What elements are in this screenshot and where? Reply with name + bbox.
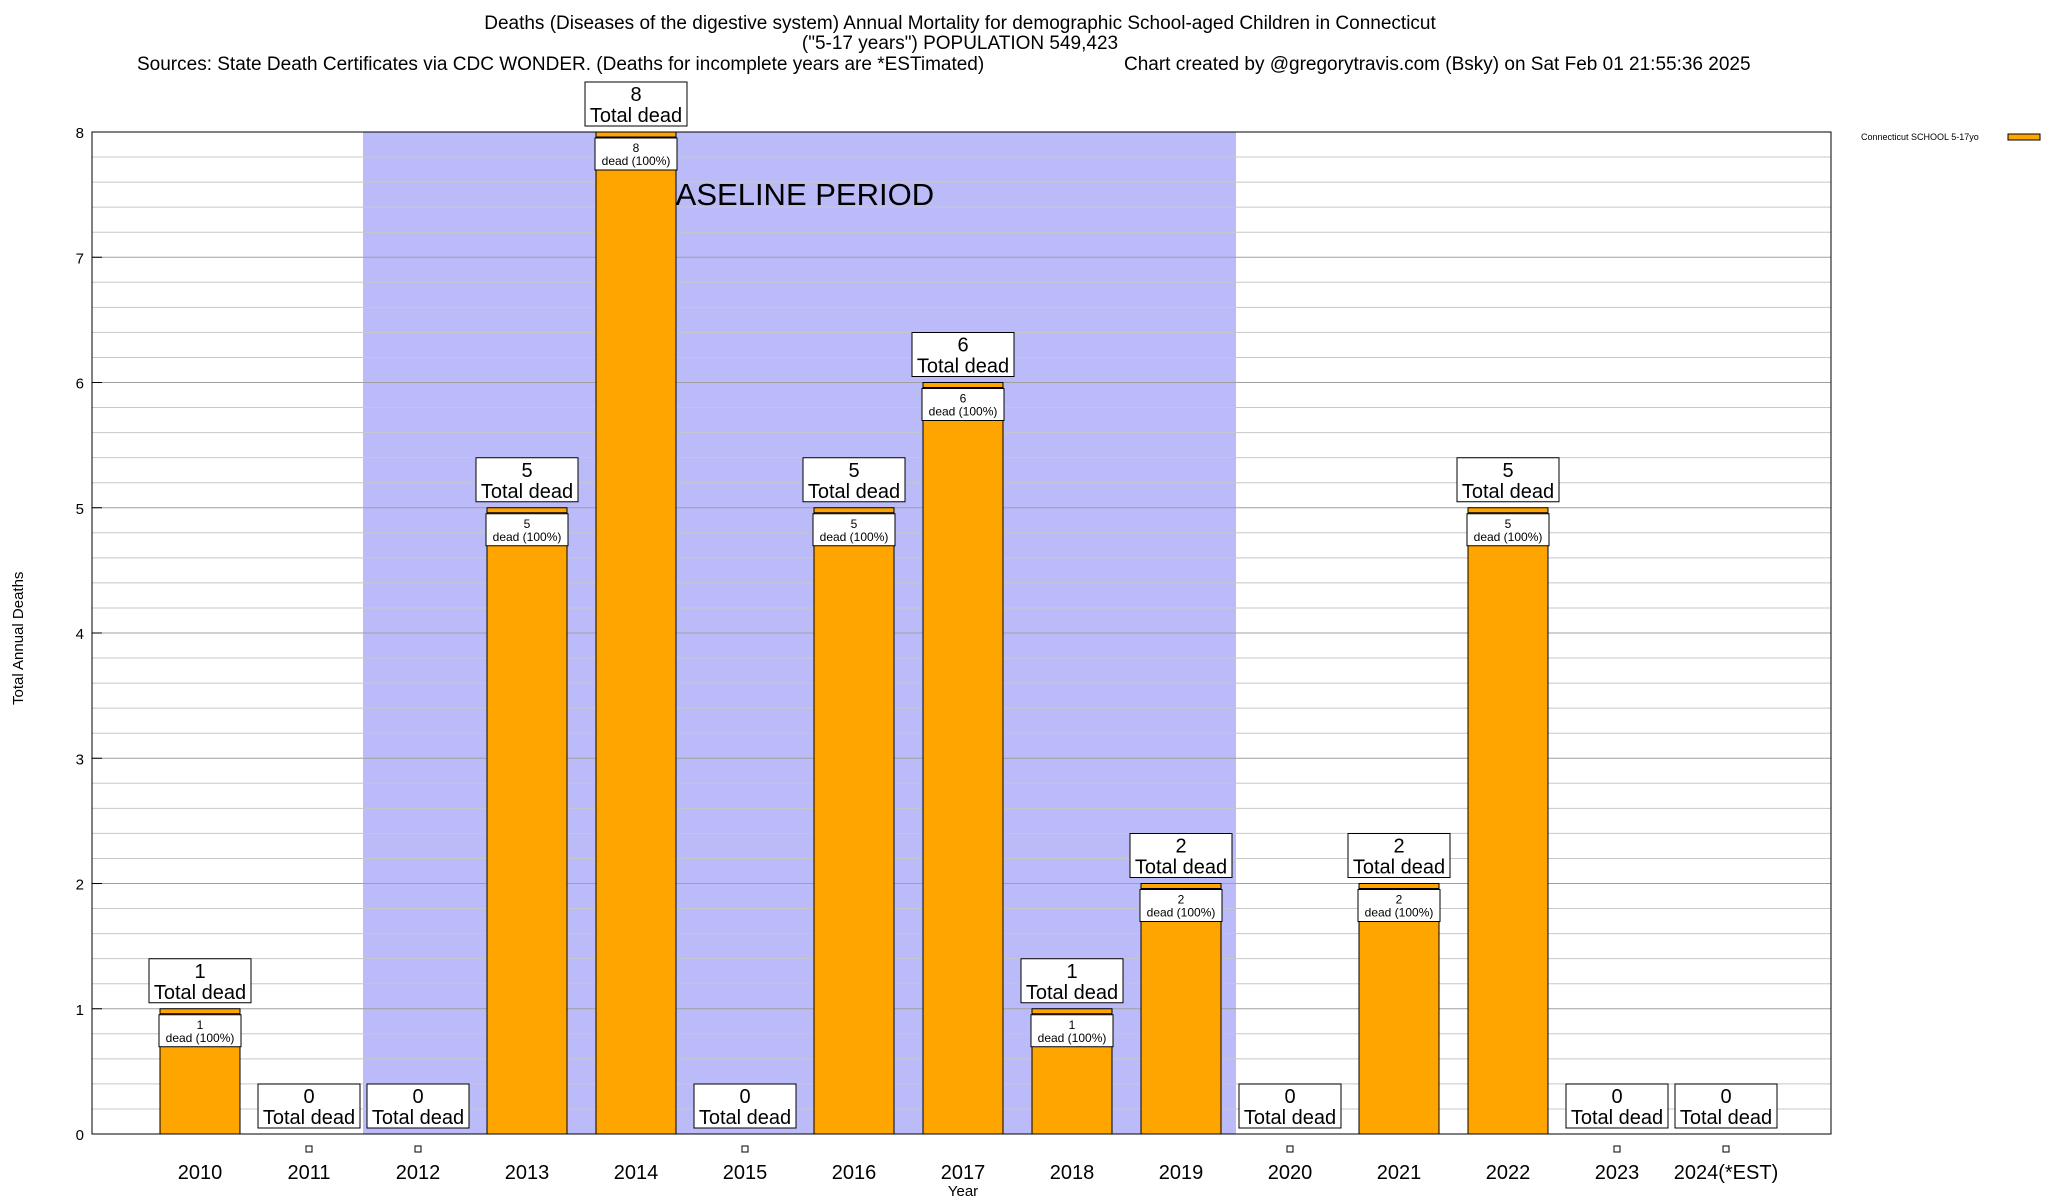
y-tick-label: 3 [76, 751, 84, 768]
x-tick-label: 2016 [832, 1162, 877, 1184]
total-label-box [1020, 958, 1124, 1004]
total-label-box [1129, 833, 1233, 878]
segment-label: 2 dead (100%) [1147, 893, 1216, 920]
total-label: 8 Total dead [590, 84, 682, 127]
y-tick-label: 8 [76, 125, 84, 142]
total-label-box [257, 1083, 361, 1129]
x-tick-label: 2022 [1486, 1162, 1531, 1184]
y-tick-label: 4 [76, 626, 84, 643]
segment-label: 5 dead (100%) [1474, 517, 1543, 544]
segment-label-box [1357, 889, 1441, 922]
bar [813, 507, 895, 1135]
total-label-box [1565, 1083, 1669, 1129]
zero-marker [1722, 1145, 1730, 1153]
segment-label: 6 dead (100%) [929, 392, 998, 419]
total-label-box [366, 1083, 470, 1129]
y-tick-label: 1 [76, 1002, 84, 1019]
chart-title: Deaths (Diseases of the digestive system… [484, 13, 1436, 34]
segment-label-box [1139, 889, 1223, 922]
total-label-box [1347, 833, 1451, 878]
total-label: 0 Total dead [1571, 1086, 1663, 1129]
total-label: 1 Total dead [1026, 961, 1118, 1004]
total-label: 6 Total dead [917, 335, 1009, 378]
zero-marker [305, 1145, 313, 1153]
segment-label-box [812, 513, 896, 547]
total-label: 1 Total dead [154, 961, 246, 1004]
bar [486, 507, 568, 1135]
x-tick-label: 2010 [178, 1162, 223, 1184]
y-tick-label: 2 [76, 877, 84, 894]
total-label: 0 Total dead [372, 1086, 464, 1129]
segment-label: 2 dead (100%) [1365, 893, 1434, 920]
total-label: 5 Total dead [481, 460, 573, 503]
x-tick-label: 2011 [287, 1162, 330, 1184]
zero-marker [1613, 1145, 1621, 1153]
total-label: 2 Total dead [1135, 836, 1227, 879]
zero-marker [1286, 1145, 1294, 1153]
total-label: 5 Total dead [1462, 460, 1554, 503]
total-label-box [475, 457, 579, 503]
x-tick-label: 2014 [614, 1162, 659, 1184]
total-label-box [1456, 457, 1560, 503]
segment-label: 5 dead (100%) [493, 517, 562, 544]
segment-label-box [158, 1014, 242, 1048]
total-label-box [584, 81, 688, 127]
x-tick-label: 2019 [1159, 1162, 1204, 1184]
total-label-box [911, 332, 1015, 377]
total-label-box [802, 457, 906, 503]
bar [1140, 883, 1222, 1135]
segment-label-box [1030, 1014, 1114, 1048]
y-tick-label: 7 [76, 250, 84, 267]
x-tick-label: 2013 [505, 1162, 550, 1184]
x-tick-label: 2017 [941, 1162, 986, 1184]
segment-label: 8 dead (100%) [602, 141, 671, 168]
total-label: 0 Total dead [699, 1086, 791, 1129]
legend-label: Connecticut SCHOOL 5-17yo [1861, 132, 1979, 142]
segment-label-box [594, 137, 678, 171]
total-label: 2 Total dead [1353, 836, 1445, 879]
bar [1467, 507, 1549, 1135]
zero-marker [414, 1145, 422, 1153]
segment-label: 1 dead (100%) [1038, 1018, 1107, 1045]
bar [595, 131, 677, 1135]
x-tick-label: 2021 [1377, 1162, 1422, 1184]
total-label-box [1238, 1083, 1342, 1129]
y-tick-label: 6 [76, 376, 84, 393]
plot-frame [91, 131, 1832, 1135]
y-tick-label: 5 [76, 501, 84, 518]
total-label: 0 Total dead [1244, 1086, 1336, 1129]
x-tick-label: 2018 [1050, 1162, 1095, 1184]
total-label-box [148, 958, 252, 1004]
x-axis-title: Year [948, 1183, 978, 1200]
x-tick-label: 2020 [1268, 1162, 1313, 1184]
x-tick-label: 2024(*EST) [1674, 1162, 1779, 1184]
y-tick-label: 0 [76, 1127, 84, 1144]
total-label-box [1674, 1083, 1778, 1129]
baseline-period-label: BASELINE PERIOD [655, 177, 934, 212]
segment-label-box [1466, 513, 1550, 547]
total-label-box [693, 1083, 797, 1129]
segment-label: 1 dead (100%) [166, 1018, 235, 1045]
segment-label-box [485, 513, 569, 547]
segment-label-box [921, 388, 1005, 421]
total-label: 5 Total dead [808, 460, 900, 503]
chart-sources: Sources: State Death Certificates via CD… [137, 54, 985, 75]
total-label: 0 Total dead [263, 1086, 355, 1129]
legend: Connecticut SCHOOL 5-17yo [1861, 132, 2041, 142]
zero-marker [741, 1145, 749, 1153]
bar [1358, 883, 1440, 1135]
chart-subtitle: ("5-17 years") POPULATION 549,423 [801, 33, 1119, 54]
chart-credit: Chart created by @gregorytravis.com (Bsk… [1124, 54, 1751, 75]
x-tick-label: 2015 [723, 1162, 768, 1184]
x-tick-label: 2023 [1595, 1162, 1640, 1184]
x-tick-label: 2012 [396, 1162, 441, 1184]
segment-label: 5 dead (100%) [820, 517, 889, 544]
total-label: 0 Total dead [1680, 1086, 1772, 1129]
bar [922, 382, 1004, 1135]
legend-swatch [2007, 133, 2041, 141]
